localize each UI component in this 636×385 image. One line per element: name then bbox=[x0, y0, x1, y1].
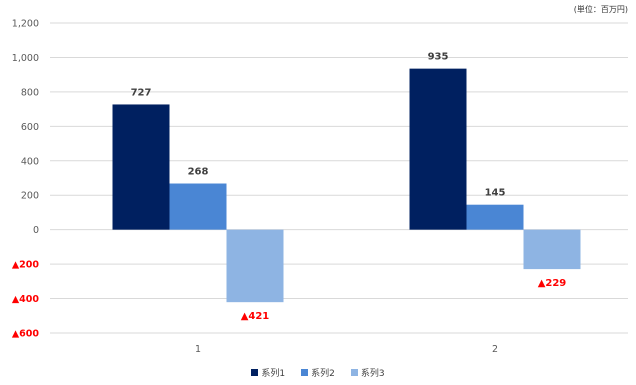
bar-series3-cat2 bbox=[523, 229, 581, 270]
legend: 系列1 系列2 系列3 bbox=[0, 366, 636, 379]
y-tick-label: ▲200 bbox=[12, 260, 40, 271]
y-tick-label: 0 bbox=[33, 225, 39, 236]
y-tick-label: ▲600 bbox=[12, 329, 40, 340]
bar-series3-cat1 bbox=[226, 229, 284, 303]
y-tick-label: 600 bbox=[21, 122, 39, 133]
data-label: ▲421 bbox=[241, 311, 270, 322]
y-tick-label: 1,000 bbox=[12, 53, 39, 64]
bar-series2-cat2 bbox=[466, 204, 524, 230]
x-tick-label: 2 bbox=[492, 344, 498, 355]
unit-note: (単位：百万円) bbox=[573, 5, 628, 14]
bar-series1-cat1 bbox=[112, 104, 170, 230]
legend-label: 系列2 bbox=[311, 369, 335, 379]
y-tick-label: 800 bbox=[21, 87, 39, 98]
legend-swatch bbox=[301, 369, 309, 376]
y-tick-label: 1,200 bbox=[12, 19, 39, 30]
legend-swatch bbox=[350, 369, 358, 376]
legend-label: 系列1 bbox=[261, 369, 286, 379]
legend-item: 系列3 bbox=[350, 366, 385, 379]
data-label: ▲229 bbox=[538, 278, 567, 289]
bar-series2-cat1 bbox=[169, 183, 227, 230]
data-label: 727 bbox=[131, 87, 152, 98]
y-tick-label: 200 bbox=[21, 191, 39, 202]
y-tick-label: 400 bbox=[21, 156, 39, 167]
data-label: 145 bbox=[485, 188, 506, 199]
legend-label: 系列3 bbox=[360, 369, 385, 379]
legend-item: 系列2 bbox=[301, 366, 335, 379]
data-label: 268 bbox=[188, 167, 209, 178]
data-label: 935 bbox=[428, 52, 449, 63]
x-tick-label: 1 bbox=[195, 344, 201, 355]
legend-item: 系列1 bbox=[251, 366, 285, 379]
legend-swatch bbox=[251, 369, 259, 376]
bar-series1-cat2 bbox=[409, 68, 467, 230]
y-tick-label: ▲400 bbox=[12, 294, 40, 305]
